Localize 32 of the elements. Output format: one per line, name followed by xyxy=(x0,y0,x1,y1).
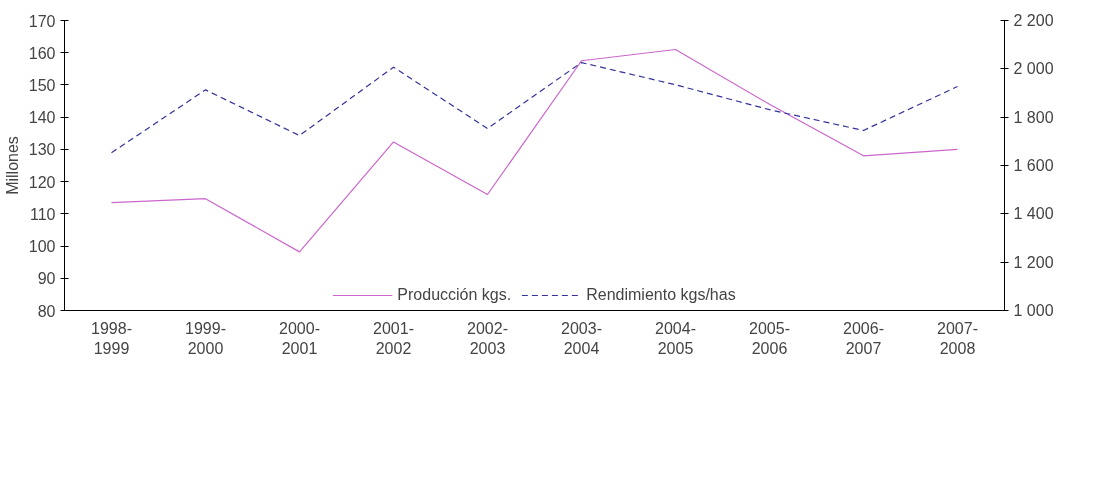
x-tick-label: 2007- 2008 xyxy=(937,319,978,357)
x-tick-label: 2001- 2002 xyxy=(373,319,414,357)
x-tick-label: 1999- 2000 xyxy=(185,319,226,357)
y2-tick-label: 1 200 xyxy=(1013,253,1054,271)
y-tick-label: 140 xyxy=(28,109,56,127)
x-tick-label: 2005- 2006 xyxy=(749,319,790,357)
y-tick-label: 80 xyxy=(37,302,56,320)
x-tick-label: 2003- 2004 xyxy=(561,319,602,357)
line-series xyxy=(110,61,959,154)
y2-tick-label: 1 800 xyxy=(1013,108,1054,126)
y-tick-label: 90 xyxy=(37,270,56,288)
y-axis-title: Millones xyxy=(3,136,21,195)
y2-tick-label: 1 400 xyxy=(1013,205,1054,223)
y-tick-label: 150 xyxy=(28,76,56,94)
y-tick-label: 120 xyxy=(28,173,56,191)
y2-tick-label: 2 200 xyxy=(1013,12,1054,29)
y2-tick-label: 1 000 xyxy=(1013,302,1054,319)
y-tick-label: 170 xyxy=(28,12,56,30)
x-tick-label: 2002- 2003 xyxy=(467,319,508,357)
y-tick-label: 130 xyxy=(28,141,56,159)
x-tick-label: 2000- 2001 xyxy=(279,319,320,357)
x-tick-label: 2006- 2007 xyxy=(843,319,884,357)
x-tick-label: 2004- 2005 xyxy=(655,319,696,357)
y2-tick-label: 2 000 xyxy=(1013,60,1054,78)
legend-label: Rendimiento kgs/has xyxy=(586,286,736,304)
y-tick-label: 100 xyxy=(28,238,56,256)
y-tick-label: 160 xyxy=(28,44,56,62)
x-tick-label: 1998- 1999 xyxy=(91,319,132,357)
legend-label: Producción kgs. xyxy=(397,286,512,304)
y-tick-label: 110 xyxy=(29,205,56,223)
line-series xyxy=(110,48,959,253)
y2-tick-label: 1 600 xyxy=(1013,157,1054,174)
